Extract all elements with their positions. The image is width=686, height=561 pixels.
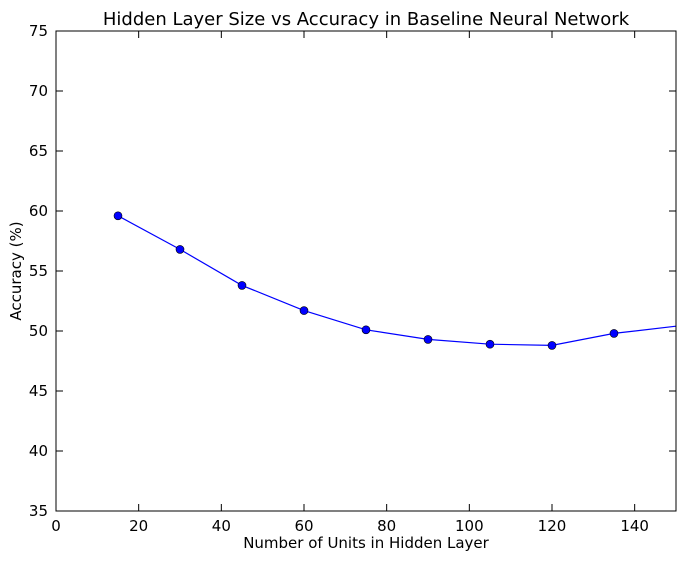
series-line — [117, 215, 677, 347]
data-point — [237, 281, 247, 290]
x-tick-label: 40 — [212, 517, 231, 535]
y-tick-label: 65 — [29, 142, 48, 160]
data-point — [175, 245, 185, 254]
y-axis-label: Accuracy (%) — [7, 221, 25, 320]
y-tick-label: 55 — [29, 262, 48, 280]
y-tick-label: 40 — [29, 442, 48, 460]
plot-frame — [55, 30, 677, 512]
chart-title: Hidden Layer Size vs Accuracy in Baselin… — [103, 9, 630, 30]
plot-area — [56, 31, 676, 511]
data-point — [361, 325, 371, 335]
x-tick-label: 60 — [294, 517, 313, 535]
y-tick-label: 50 — [29, 322, 48, 340]
data-point — [609, 329, 619, 338]
y-tick-label: 60 — [29, 202, 48, 220]
data-point — [299, 306, 309, 315]
x-axis-label: Number of Units in Hidden Layer — [243, 534, 489, 552]
x-tick-label: 120 — [538, 517, 567, 535]
x-tick-label: 80 — [377, 517, 396, 535]
y-tick-label: 45 — [29, 382, 48, 400]
series-layer — [113, 211, 677, 350]
x-tick-label: 140 — [620, 517, 649, 535]
x-tick-label: 100 — [455, 517, 484, 535]
x-tick-label: 0 — [51, 517, 61, 535]
y-tick-label: 35 — [29, 502, 48, 520]
data-point — [113, 211, 123, 221]
y-tick-label: 70 — [29, 82, 48, 100]
x-tick-label: 20 — [129, 517, 148, 535]
y-tick-label: 75 — [29, 22, 48, 40]
data-point — [485, 339, 495, 349]
data-point — [547, 341, 557, 350]
data-point — [423, 335, 433, 344]
axis-ticks: 0 20 40 60 80 100 120 140 35 40 45 50 55 60 65 70 75 — [29, 22, 676, 535]
